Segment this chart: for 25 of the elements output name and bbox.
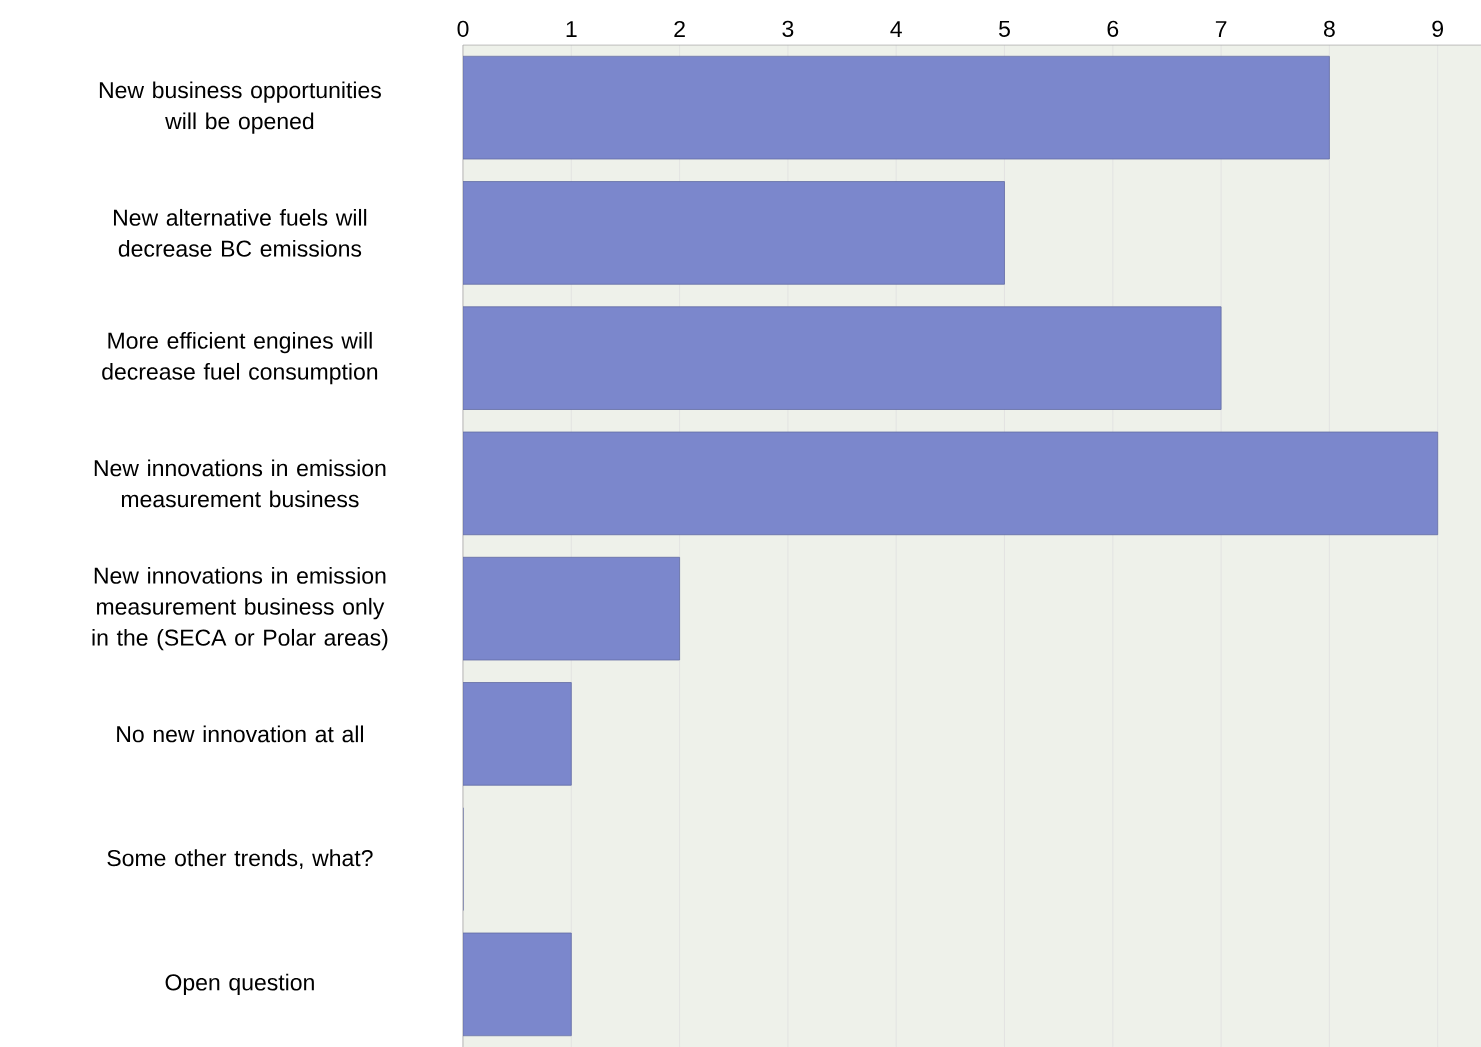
y-tick-label: New alternative fuels will decrease BC emissions: [113, 208, 367, 257]
y-tick-label: Open question: [165, 973, 314, 996]
x-tick-label: 5: [999, 20, 1010, 37]
bar: [463, 682, 572, 786]
x-tick-label: 3: [782, 20, 794, 37]
y-tick-label: No new innovation at all: [117, 725, 363, 743]
x-tick-label: 0: [457, 20, 469, 37]
x-tick-label: 2: [674, 20, 685, 37]
x-tick-label: 4: [890, 21, 902, 37]
x-tick-label: 7: [1215, 21, 1227, 37]
x-tick-label: 8: [1324, 20, 1335, 37]
bar: [463, 932, 572, 1037]
y-tick-label: Some other trends, what?: [107, 849, 373, 869]
y-tick-label: New business opportunities will be opened: [99, 81, 381, 134]
bar: [463, 431, 1439, 536]
x-tick-label: 1: [566, 21, 577, 37]
bar: [463, 306, 1222, 410]
bar: [463, 55, 1330, 160]
y-tick-label: More efficient engines will decrease fuel consumption: [102, 331, 378, 385]
y-tick-label: New innovations in emission measurement business only in the (SECA or Polar areas): [92, 566, 388, 651]
y-tick-label: New innovations in emission measurement business: [94, 459, 386, 508]
bar: [463, 556, 681, 661]
x-tick-label: 9: [1432, 20, 1443, 37]
bar: [463, 181, 1005, 285]
x-tick-label: 6: [1107, 20, 1119, 37]
